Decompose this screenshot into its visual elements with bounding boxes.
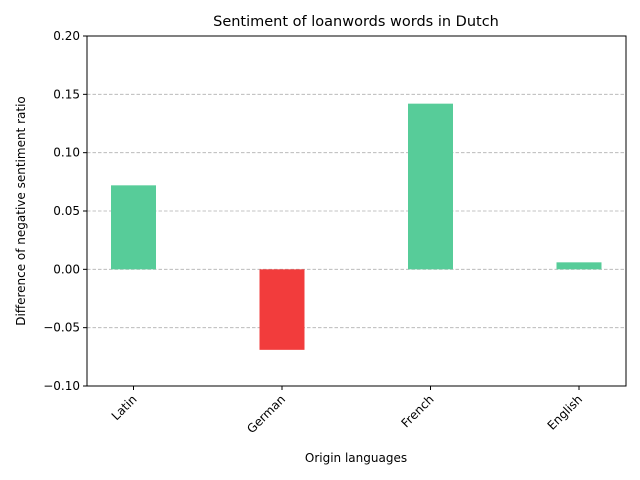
y-tick-label: 0.00 bbox=[53, 262, 80, 276]
x-axis-label: Origin languages bbox=[305, 451, 407, 465]
y-tick-label: −0.10 bbox=[43, 379, 80, 393]
x-tick-label: German bbox=[244, 392, 288, 436]
x-axis: Latin German French English bbox=[109, 386, 585, 436]
bar-french bbox=[408, 103, 453, 270]
y-tick-label: −0.05 bbox=[43, 321, 80, 335]
grid-lines bbox=[87, 35, 626, 387]
bar-german bbox=[259, 269, 305, 350]
y-tick-label: 0.10 bbox=[53, 146, 80, 160]
y-tick-label: 0.05 bbox=[53, 204, 80, 218]
y-axis-label: Difference of negative sentiment ratio bbox=[14, 96, 28, 326]
y-tick-label: 0.20 bbox=[53, 29, 80, 43]
x-tick-label: French bbox=[399, 392, 437, 430]
bar-latin bbox=[111, 185, 156, 270]
y-tick-label: 0.15 bbox=[53, 87, 80, 101]
x-tick-label: Latin bbox=[109, 392, 140, 423]
chart-title: Sentiment of loanwords words in Dutch bbox=[213, 14, 499, 30]
x-tick-label: English bbox=[545, 392, 586, 433]
bars bbox=[111, 103, 602, 350]
y-axis: −0.10 −0.05 0.00 0.05 0.10 0.15 0.20 bbox=[43, 29, 87, 393]
bar-english bbox=[556, 262, 602, 270]
